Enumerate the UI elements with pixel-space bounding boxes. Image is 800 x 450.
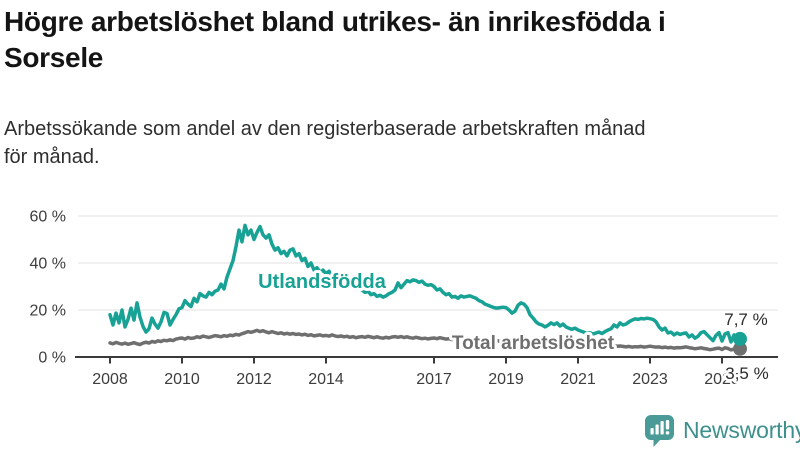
- newsworthy-wordmark: Newsworthy: [683, 417, 800, 443]
- end-value-label-total-arbetsloshet: 3,5 %: [725, 364, 768, 383]
- newsworthy-speech-bubble-chart-icon: [645, 415, 674, 447]
- end-dot-utlandsfodda: [733, 331, 747, 346]
- series-label-utlandsfodda: Utlandsfödda: [258, 271, 387, 293]
- x-tick-label: 2019: [488, 371, 524, 388]
- x-tick-label: 2010: [164, 371, 200, 388]
- end-dot-total-arbetsloshet: [733, 341, 747, 356]
- x-tick-label: 2008: [92, 371, 128, 388]
- chart-title-line2: Sorsele: [4, 42, 104, 73]
- x-tick-label: 2023: [632, 371, 668, 388]
- x-tick-label: 2025: [704, 371, 740, 388]
- x-tick-label: 2021: [560, 371, 596, 388]
- chart-subtitle: Arbetssökande som andel av den registerb…: [4, 115, 784, 171]
- chart-title: Högre arbetslöshet bland utrikes- än inr…: [4, 4, 796, 76]
- y-tick-label: 40 %: [30, 256, 66, 273]
- chart-title-line1: Högre arbetslöshet bland utrikes- än inr…: [4, 6, 666, 37]
- x-tick-label: 2017: [416, 371, 452, 388]
- chart-subtitle-line1: Arbetssökande som andel av den registerb…: [4, 118, 646, 140]
- y-tick-label: 60 %: [30, 209, 66, 226]
- series-label-total-arbetsloshet: Total arbetslöshet: [452, 333, 615, 354]
- series-line-total-arbetsloshet: [108, 328, 742, 352]
- x-axis-labels: 2008 2010 2012 2014 2017 2019 2021 2023 2025: [92, 371, 740, 388]
- gridlines: [78, 215, 778, 311]
- series-line-utlandsfodda: [108, 223, 742, 344]
- x-tick-label: 2012: [236, 371, 272, 388]
- x-tick-label: 2014: [308, 371, 344, 388]
- chart-subtitle-line2: för månad.: [4, 146, 100, 168]
- y-axis-labels: 0 % 20 % 40 % 60 %: [30, 209, 66, 367]
- newsworthy-logo: Newsworthy: [644, 414, 800, 447]
- y-tick-label: 0 %: [38, 350, 66, 367]
- x-axis-ticks: [109, 357, 723, 364]
- y-tick-label: 20 %: [30, 303, 66, 320]
- end-value-label-utlandsfodda: 7,7 %: [724, 310, 767, 329]
